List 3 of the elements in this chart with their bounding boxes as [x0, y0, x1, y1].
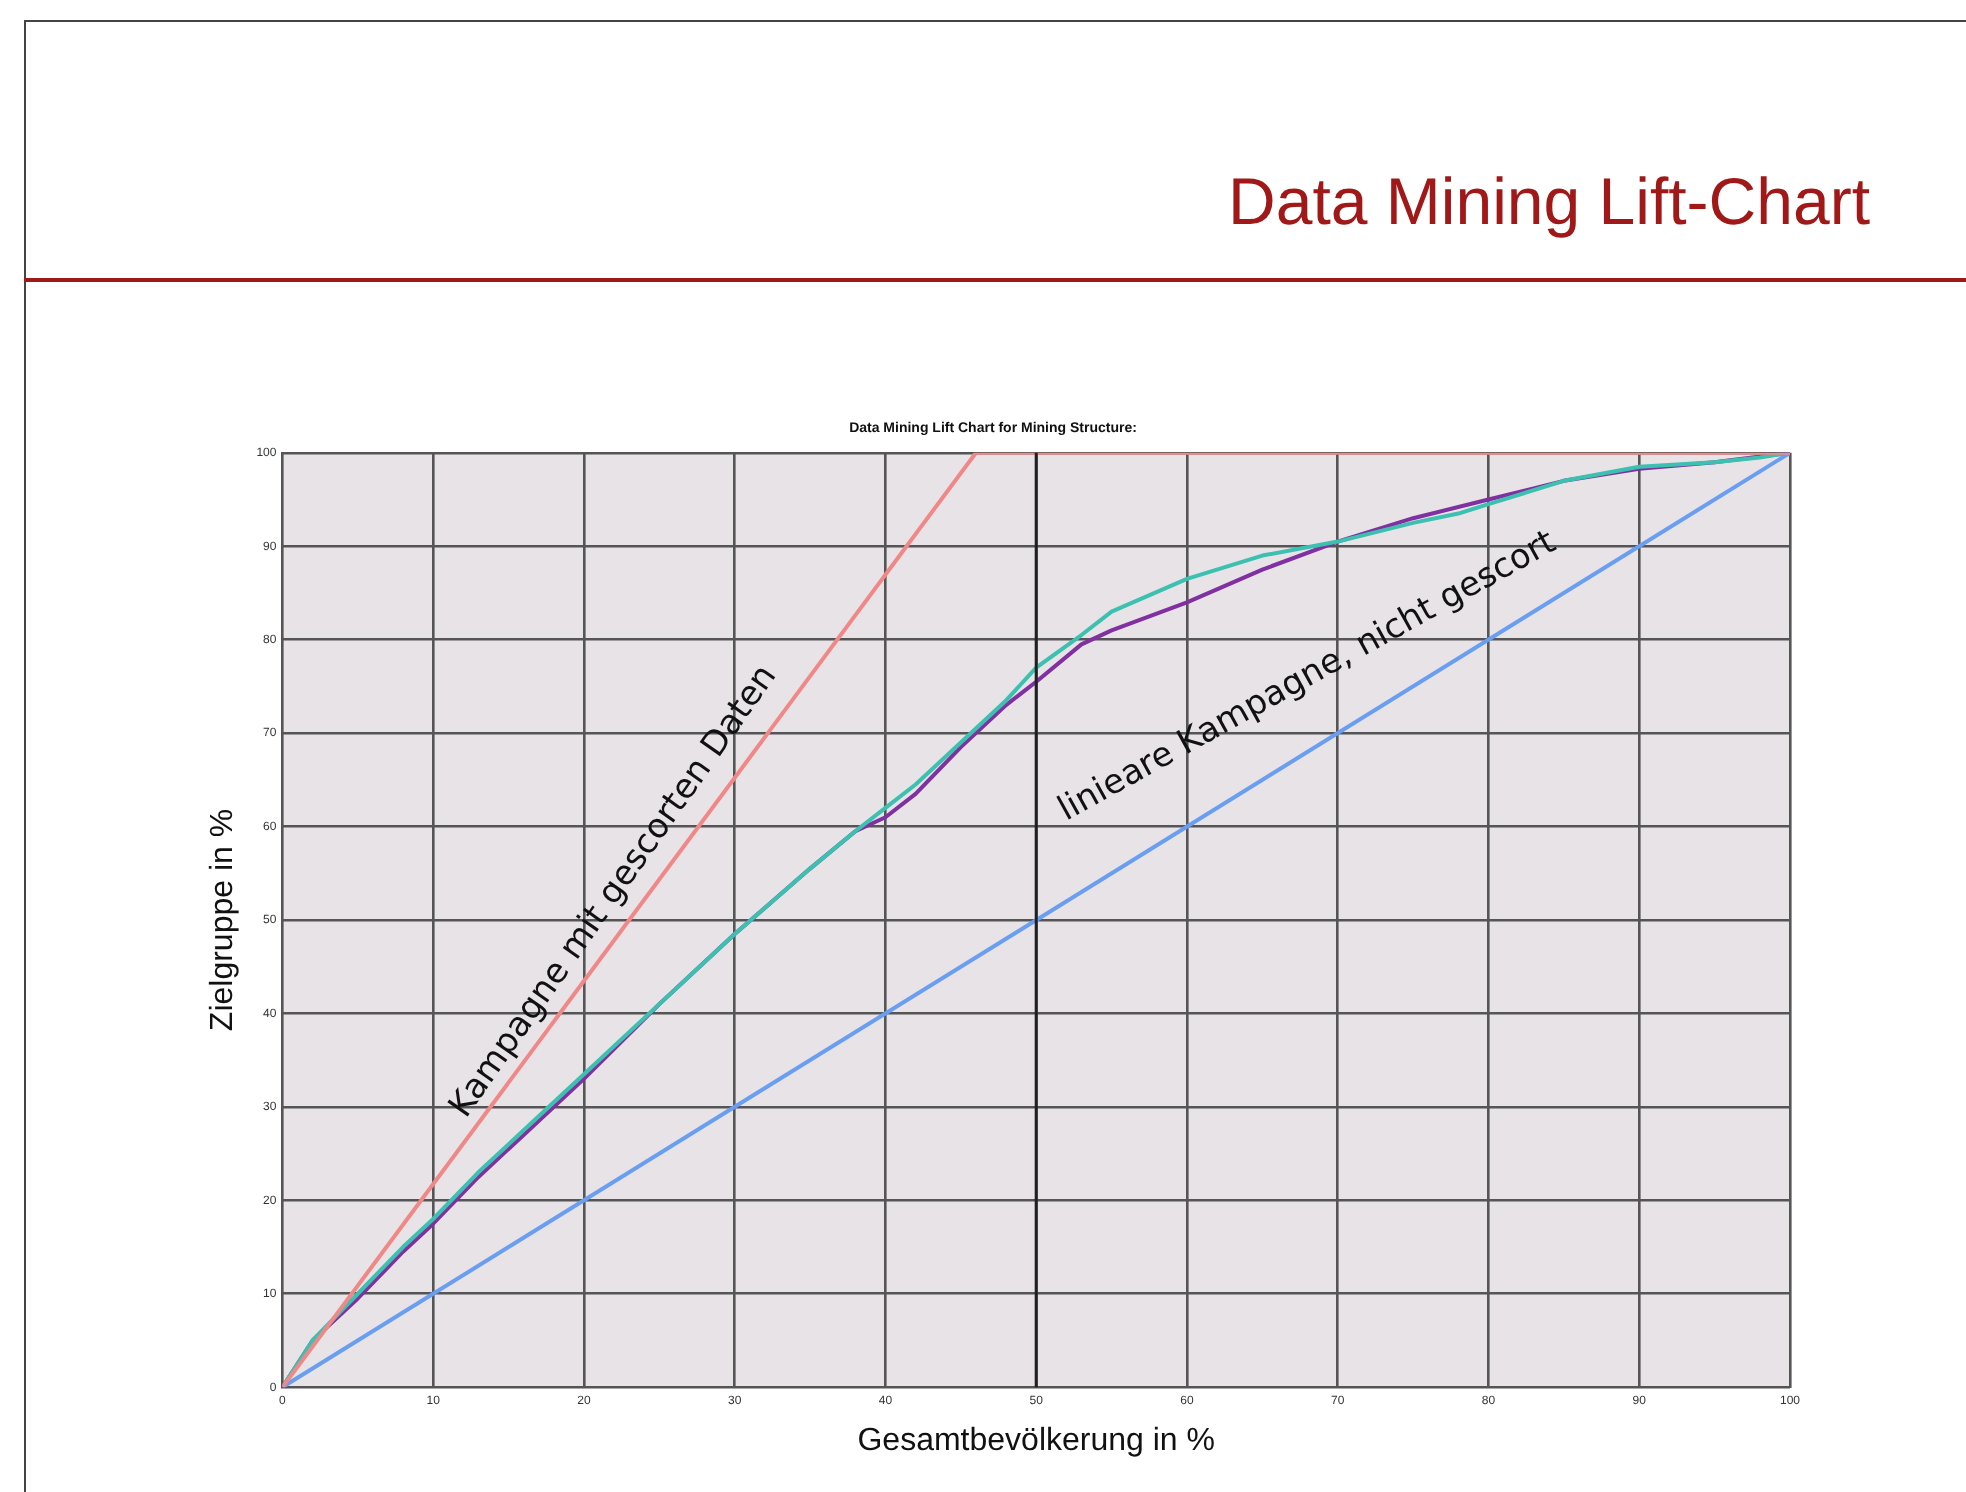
y-axis-title: Zielgruppe in % [206, 808, 241, 1032]
x-axis-title: Gesamtbevölkerung in % [857, 1423, 1215, 1458]
chart-title: Data Mining Lift-Chart [1228, 164, 1870, 240]
